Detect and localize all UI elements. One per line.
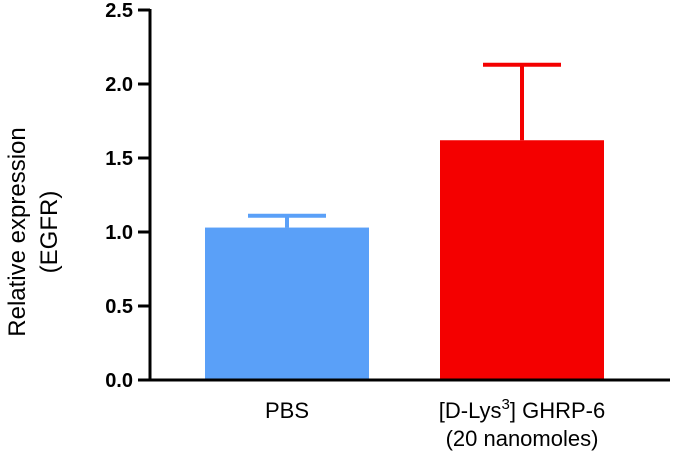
y-axis: 0.0 0.5 1.0 1.5 2.0 2.5 (105, 0, 152, 392)
bar-2 (440, 140, 604, 380)
x-tick-label-2-line-2: (20 nanomoles) (446, 426, 599, 451)
y-tick-label: 0.0 (105, 370, 133, 392)
bar-1 (205, 227, 369, 380)
x-tick-label-2: [D-Lys3] GHRP-6 (439, 396, 605, 423)
y-tick-label: 0.5 (105, 296, 133, 318)
bars (205, 62, 604, 380)
x-tick-label-2-part-1: [D-Lys (439, 398, 502, 423)
y-axis-title-line-1: Relative expression (4, 127, 31, 336)
x-tick-label-2-superscript: 3 (502, 396, 510, 413)
y-axis-title-line-2: (EGFR) (36, 191, 63, 274)
x-tick-labels: PBS [D-Lys3] GHRP-6 (20 nanomoles) (265, 396, 605, 451)
x-tick-label-2-part-2: ] GHRP-6 (510, 398, 605, 423)
y-tick-label: 1.5 (105, 148, 133, 170)
y-tick-label: 2.5 (105, 0, 133, 22)
x-tick-label-1: PBS (265, 398, 309, 423)
y-tick-label: 2.0 (105, 74, 133, 96)
y-axis-title: Relative expression (EGFR) (4, 127, 63, 336)
y-tick-label: 1.0 (105, 222, 133, 244)
